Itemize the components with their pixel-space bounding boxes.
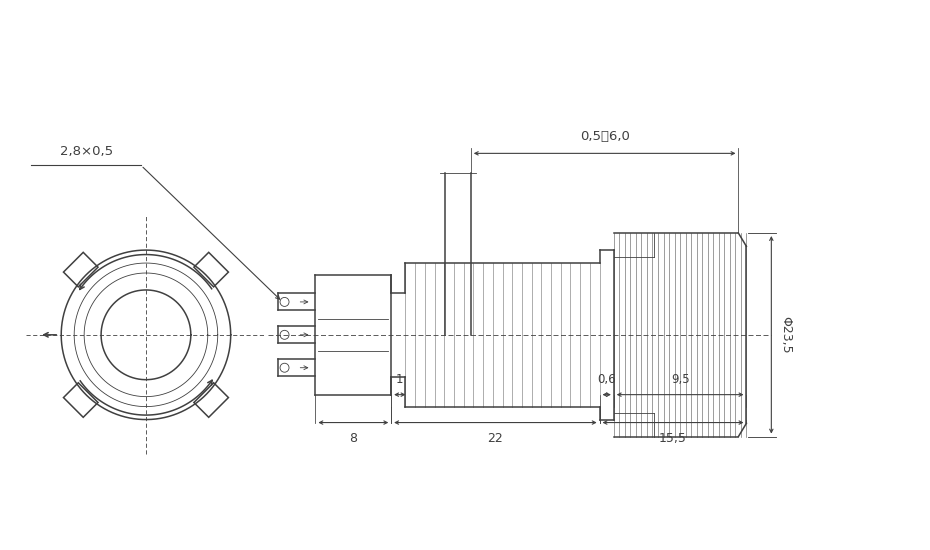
Text: 15,5: 15,5: [659, 432, 687, 444]
Text: 0,5至6,0: 0,5至6,0: [579, 130, 630, 144]
Text: 22: 22: [487, 432, 503, 444]
Text: 0,6: 0,6: [597, 373, 616, 386]
Text: 1: 1: [396, 373, 404, 386]
Text: 9,5: 9,5: [671, 373, 689, 386]
Text: 2,8×0,5: 2,8×0,5: [60, 145, 113, 158]
Text: 8: 8: [350, 432, 357, 444]
Text: Φ23,5: Φ23,5: [779, 316, 792, 354]
